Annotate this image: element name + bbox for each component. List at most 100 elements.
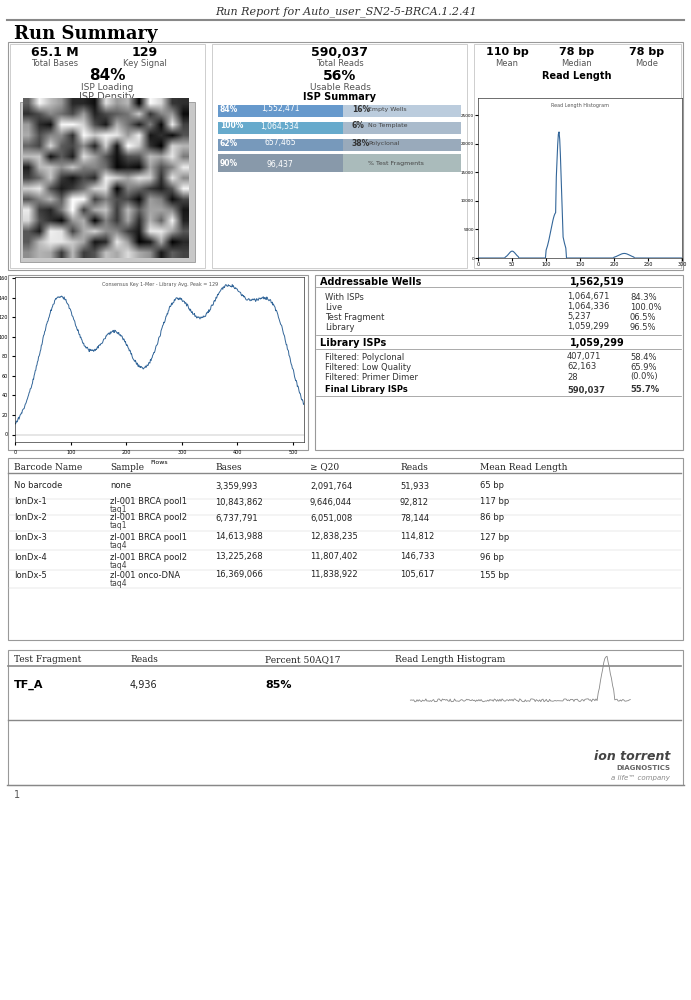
Text: 9,646,044: 9,646,044 (310, 497, 352, 506)
Text: zl-001 BRCA pool1: zl-001 BRCA pool1 (110, 497, 187, 506)
Text: Read Length: Read Length (542, 71, 612, 81)
Text: 78,144: 78,144 (400, 514, 429, 522)
Text: 100.0%: 100.0% (630, 302, 661, 312)
Text: 407,071: 407,071 (567, 353, 601, 361)
Text: 65.1 M: 65.1 M (31, 45, 79, 58)
Text: ISP Density: ISP Density (79, 92, 135, 102)
Text: taq4: taq4 (110, 560, 128, 570)
Text: 1,059,299: 1,059,299 (567, 322, 609, 332)
Text: 78 bp: 78 bp (560, 47, 594, 57)
Text: Live: Live (325, 302, 342, 312)
Text: 105,617: 105,617 (400, 570, 435, 580)
Text: 100%: 100% (220, 121, 243, 130)
Bar (315, 275, 683, 450)
Text: 2,091,764: 2,091,764 (310, 482, 352, 490)
Text: 58.4%: 58.4% (630, 353, 656, 361)
Text: Bases: Bases (215, 462, 242, 472)
Text: Polyclonal: Polyclonal (368, 140, 399, 145)
Bar (8, 42, 683, 270)
Text: zl-001 onco-DNA: zl-001 onco-DNA (110, 570, 180, 580)
Text: zl-001 BRCA pool2: zl-001 BRCA pool2 (110, 514, 187, 522)
Text: Key Signal: Key Signal (123, 58, 167, 68)
Text: 12,838,235: 12,838,235 (310, 532, 358, 542)
Text: DIAGNOSTICS: DIAGNOSTICS (616, 765, 670, 771)
Bar (218, 122, 343, 134)
Text: 10,843,862: 10,843,862 (215, 497, 263, 506)
Bar (218, 139, 343, 151)
Text: 1,562,519: 1,562,519 (570, 277, 625, 287)
Text: 155 bp: 155 bp (480, 570, 509, 580)
Text: taq4: taq4 (110, 578, 128, 587)
Text: Filtered: Polyclonal: Filtered: Polyclonal (325, 353, 404, 361)
Text: Total Reads: Total Reads (316, 58, 364, 68)
Bar (20, 102, 195, 262)
Text: IonDx-5: IonDx-5 (14, 570, 47, 580)
Text: 65 bp: 65 bp (480, 482, 504, 490)
Text: 06.5%: 06.5% (630, 312, 656, 322)
Text: ≥ Q20: ≥ Q20 (310, 462, 339, 472)
Text: 6,051,008: 6,051,008 (310, 514, 352, 522)
Text: taq4: taq4 (110, 540, 128, 550)
Text: zl-001 BRCA pool1: zl-001 BRCA pool1 (110, 532, 187, 542)
Text: 96,437: 96,437 (267, 159, 294, 168)
Text: 6,737,791: 6,737,791 (215, 514, 258, 522)
Text: ISP Summary: ISP Summary (303, 92, 377, 102)
Bar (343, 122, 461, 134)
Text: 28: 28 (567, 372, 578, 381)
Text: 90%: 90% (220, 159, 238, 168)
Text: 11,838,922: 11,838,922 (310, 570, 358, 580)
Text: 117 bp: 117 bp (480, 497, 509, 506)
Text: Read Length Histogram: Read Length Histogram (395, 656, 505, 664)
Text: 1,064,336: 1,064,336 (567, 302, 609, 312)
Text: none: none (110, 482, 131, 490)
Text: ion torrent: ion torrent (594, 750, 670, 764)
Text: 110 bp: 110 bp (486, 47, 529, 57)
Text: Usable Reads: Usable Reads (310, 83, 370, 92)
Text: No barcode: No barcode (14, 482, 62, 490)
Text: Sample: Sample (110, 462, 144, 472)
Text: (0.0%): (0.0%) (630, 372, 658, 381)
Text: 5,237: 5,237 (567, 312, 591, 322)
Text: Reads: Reads (130, 656, 158, 664)
Bar (212, 44, 467, 268)
Text: ISP Loading: ISP Loading (81, 83, 133, 92)
Text: taq1: taq1 (110, 506, 128, 514)
Text: 590,037: 590,037 (312, 45, 368, 58)
Text: 1,064,671: 1,064,671 (567, 292, 609, 302)
Text: Reads: Reads (400, 462, 428, 472)
Text: 6%: 6% (352, 121, 365, 130)
Text: 127 bp: 127 bp (480, 532, 509, 542)
Text: 14,613,988: 14,613,988 (215, 532, 263, 542)
Text: taq1: taq1 (110, 522, 128, 530)
Bar (474, 44, 681, 268)
Text: 84.3%: 84.3% (630, 292, 656, 302)
Text: 3,359,993: 3,359,993 (215, 482, 257, 490)
Text: Consensus Key 1-Mer - Library Avg. Peak = 129: Consensus Key 1-Mer - Library Avg. Peak … (102, 282, 218, 287)
Text: % Test Fragments: % Test Fragments (368, 161, 424, 166)
Bar (343, 105, 461, 117)
Text: Read Length Histogram: Read Length Histogram (551, 103, 609, 108)
Text: 78 bp: 78 bp (630, 47, 665, 57)
Text: TF_A: TF_A (14, 680, 44, 690)
Text: Library: Library (325, 322, 354, 332)
Text: IonDx-2: IonDx-2 (14, 514, 47, 522)
Text: Total Bases: Total Bases (31, 58, 79, 68)
Text: Library ISPs: Library ISPs (320, 338, 386, 348)
X-axis label: Flows: Flows (151, 460, 169, 465)
Text: 1: 1 (14, 790, 20, 800)
Text: 84%: 84% (220, 104, 238, 113)
Text: 129: 129 (132, 45, 158, 58)
Text: Median: Median (562, 58, 592, 68)
Bar (8, 275, 308, 450)
Text: Filtered: Low Quality: Filtered: Low Quality (325, 362, 411, 371)
Text: 65.9%: 65.9% (630, 362, 656, 371)
Text: 55.7%: 55.7% (630, 385, 659, 394)
Bar (218, 154, 343, 172)
Bar (10, 44, 205, 268)
Text: No Template: No Template (368, 123, 408, 128)
Text: 92,812: 92,812 (400, 497, 429, 506)
Text: a life™ company: a life™ company (611, 775, 670, 781)
Text: 146,733: 146,733 (400, 552, 435, 562)
Text: 96 bp: 96 bp (480, 552, 504, 562)
Text: 51,933: 51,933 (400, 482, 429, 490)
